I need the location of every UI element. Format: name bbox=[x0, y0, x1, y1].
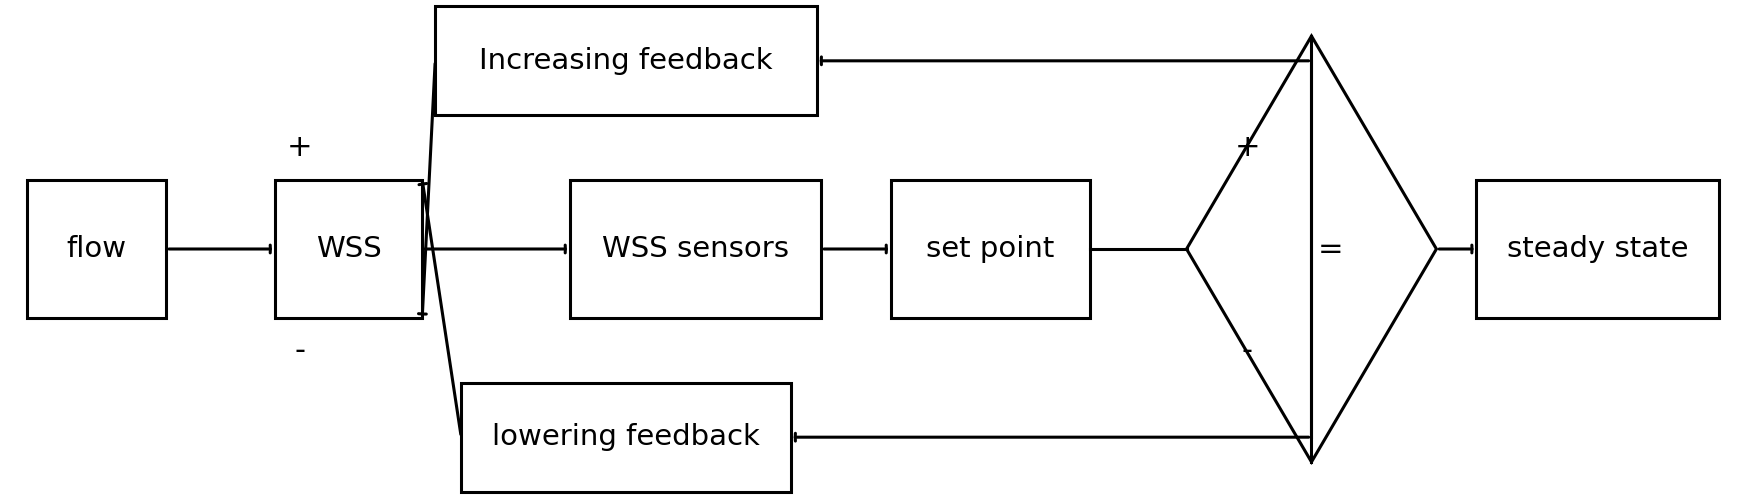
FancyBboxPatch shape bbox=[434, 6, 817, 116]
FancyBboxPatch shape bbox=[461, 382, 791, 492]
Text: set point: set point bbox=[926, 235, 1055, 263]
Text: +: + bbox=[287, 133, 313, 162]
Text: WSS: WSS bbox=[316, 235, 381, 263]
Text: Increasing feedback: Increasing feedback bbox=[480, 47, 773, 75]
Text: steady state: steady state bbox=[1507, 235, 1689, 263]
Polygon shape bbox=[1187, 36, 1436, 462]
FancyBboxPatch shape bbox=[275, 180, 422, 318]
Text: lowering feedback: lowering feedback bbox=[492, 423, 760, 451]
Text: flow: flow bbox=[66, 235, 127, 263]
Text: -: - bbox=[294, 336, 306, 365]
FancyBboxPatch shape bbox=[570, 180, 822, 318]
FancyBboxPatch shape bbox=[1476, 180, 1719, 318]
FancyBboxPatch shape bbox=[890, 180, 1090, 318]
Text: +: + bbox=[1234, 133, 1260, 162]
Text: =: = bbox=[1317, 235, 1343, 263]
FancyBboxPatch shape bbox=[28, 180, 167, 318]
Text: WSS sensors: WSS sensors bbox=[601, 235, 789, 263]
Text: -: - bbox=[1241, 336, 1253, 365]
